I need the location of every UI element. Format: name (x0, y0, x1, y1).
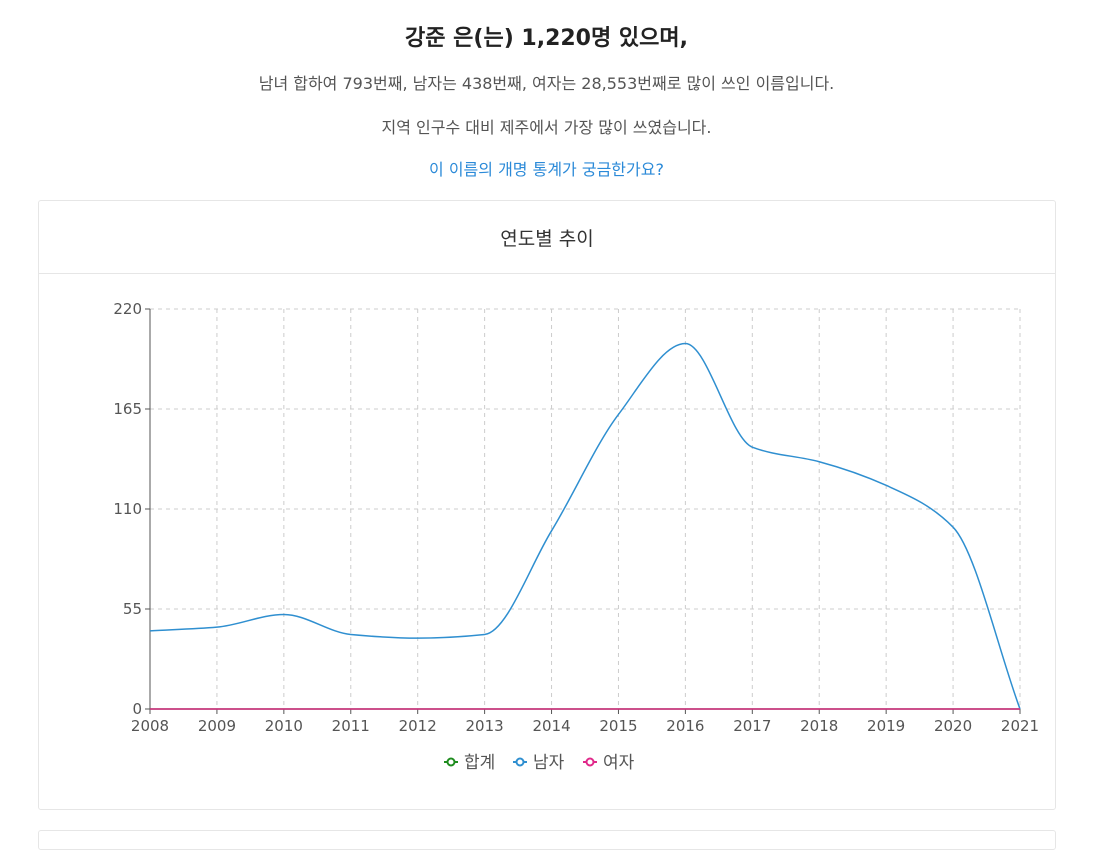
region-description: 지역 인구수 대비 제주에서 가장 많이 쓰였습니다. (381, 118, 712, 137)
x-tick-label: 2011 (332, 717, 370, 735)
x-tick-label: 2019 (867, 717, 905, 735)
x-tick-label: 2017 (733, 717, 771, 735)
legend-label-total: 합계 (464, 753, 495, 773)
series-line-male (149, 342, 1021, 710)
y-tick-label: 55 (123, 600, 142, 618)
y-tick-label: 220 (113, 300, 142, 318)
x-tick-label: 2018 (800, 717, 838, 735)
y-tick-label: 165 (113, 400, 142, 418)
legend-label-female: 여자 (603, 753, 635, 773)
x-tick-label: 2016 (666, 717, 704, 735)
legend-marker-total (446, 757, 456, 767)
card-title: 연도별 추이 (39, 201, 1055, 274)
x-tick-label: 2009 (198, 717, 236, 735)
y-tick-label: 0 (132, 700, 142, 718)
x-tick-label: 2013 (466, 717, 504, 735)
x-tick-label: 2008 (131, 717, 169, 735)
summary-headline: 강준 은(는) 1,220명 있으며, (405, 26, 688, 51)
rename-stats-link[interactable]: 이 이름의 개명 통계가 궁금한가요? (429, 160, 664, 179)
x-tick-label: 2015 (599, 717, 637, 735)
legend-marker-male (515, 757, 525, 767)
legend-label-male: 남자 (533, 753, 565, 773)
y-tick-label: 110 (113, 500, 142, 518)
x-tick-label: 2014 (532, 717, 570, 735)
x-tick-label: 2020 (934, 717, 972, 735)
x-tick-label: 2010 (265, 717, 303, 735)
x-tick-label: 2012 (399, 717, 437, 735)
legend-marker-female (585, 757, 595, 767)
rank-description: 남녀 합하여 793번째, 남자는 438번째, 여자는 28,553번째로 많… (258, 74, 835, 93)
x-tick-label: 2021 (1001, 717, 1039, 735)
